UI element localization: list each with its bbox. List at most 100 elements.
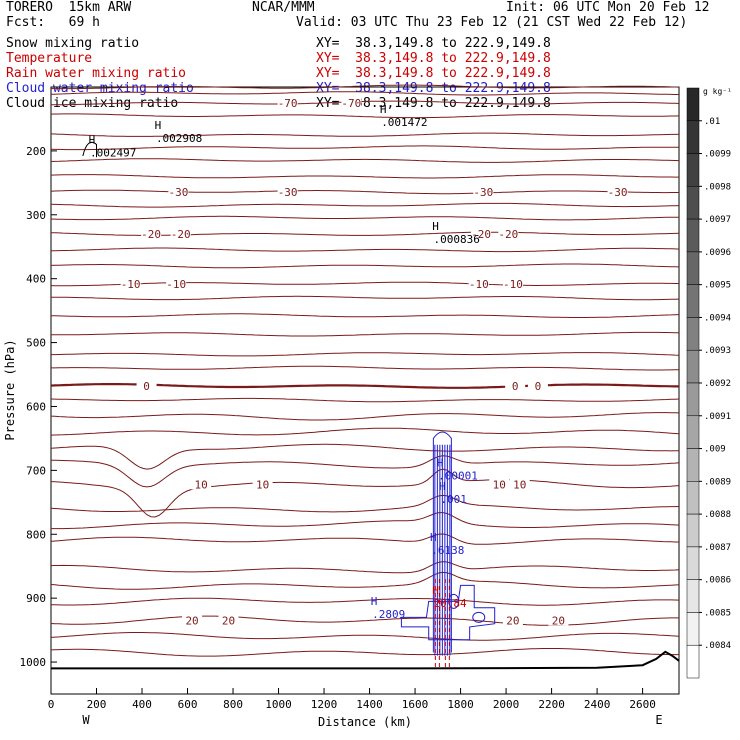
- isotherm-label-bg: [120, 277, 141, 289]
- x-tick-label: 2000: [493, 698, 520, 711]
- isotherm-label: 10: [513, 478, 526, 491]
- colorbar-label: .0086: [704, 576, 731, 586]
- colorbar-label: .0097: [704, 215, 731, 225]
- isotherm: [50, 313, 680, 318]
- max-marker: H: [439, 480, 446, 493]
- field-xy-temperature: XY= 38.3,149.8 to 222.9,149.8: [316, 51, 551, 66]
- isotherm-label: -10: [503, 278, 523, 291]
- isotherm-label: 10: [195, 478, 208, 491]
- field-xy-snow: XY= 38.3,149.8 to 222.9,149.8: [316, 36, 551, 51]
- isotherm: [50, 202, 680, 208]
- isotherm--30: [50, 189, 679, 195]
- isotherm: [51, 352, 680, 357]
- isotherm-label-bg: [218, 614, 239, 626]
- isotherm-label-bg: [136, 380, 157, 392]
- max-marker: H: [430, 531, 437, 544]
- cloud-water-base-contour: [400, 584, 496, 641]
- isotherm: [51, 331, 680, 337]
- colorbar: .01 .0099 .0098 .0097 .0096 .0095 .0094 .0093 .0…: [686, 87, 732, 679]
- max-marker: H: [432, 220, 439, 233]
- x-tick-label: 1600: [402, 698, 429, 711]
- colorbar-block: [686, 448, 700, 482]
- isotherm-label-bg: [502, 614, 523, 626]
- max-value-label: .2809: [372, 608, 405, 621]
- isotherm-label: 0: [143, 380, 150, 393]
- isotherm: [50, 648, 679, 657]
- isotherm-label: 10: [493, 478, 506, 491]
- forecast-hour: Fcst: 69 h: [6, 15, 100, 30]
- isotherm--10: [50, 281, 679, 287]
- colorbar-block: [686, 612, 700, 646]
- colorbar-label: .0098: [704, 182, 731, 192]
- isotherm-label: -20: [141, 228, 161, 241]
- colorbar-block: [686, 284, 700, 318]
- max-value-label: .000836: [434, 233, 480, 246]
- isotherm-label: -70: [341, 97, 361, 110]
- model-name: TORERO 15km ARW: [6, 0, 132, 15]
- isotherm-label-bg: [141, 227, 162, 239]
- field-name-cloud-ice: Cloud ice mixing ratio: [6, 96, 179, 111]
- x-tick-label: 800: [223, 698, 243, 711]
- x-tick-label: 1400: [356, 698, 383, 711]
- field-name-rain: Rain water mixing ratio: [6, 66, 187, 81]
- max-marker: H: [155, 119, 162, 132]
- organization: NCAR/MMM: [252, 0, 315, 15]
- isotherm-label: -30: [168, 186, 188, 199]
- isotherm-label-bg: [166, 277, 187, 289]
- isotherm: [51, 247, 680, 253]
- colorbar-label: .0087: [704, 543, 731, 553]
- colorbar-label: .0099: [704, 150, 731, 160]
- max-value-label: .001: [440, 493, 467, 506]
- isotherm-label-bg: [505, 380, 526, 392]
- isotherm: [50, 113, 680, 119]
- x-axis-label: Distance (km): [318, 715, 412, 729]
- max-value-label: .00001: [438, 469, 478, 482]
- x-tick-label: 600: [178, 698, 198, 711]
- isotherm: [50, 132, 680, 137]
- isotherm-layer: -70 -70 -30 -30 -30 -30 -20 -20 -20 -20 -10 -10 -10 -…: [50, 84, 680, 657]
- max-marker: H: [380, 103, 387, 116]
- colorbar-label: .0091: [704, 412, 731, 422]
- isotherm-label-bg: [509, 478, 530, 490]
- isotherm-label-bg: [341, 96, 362, 108]
- isotherm: [50, 397, 680, 403]
- isotherm: [50, 571, 680, 590]
- y-tick-label: 200: [26, 145, 46, 158]
- isotherm-label-bg: [277, 96, 298, 108]
- colorbar-label: .0094: [704, 313, 731, 323]
- y-tick-label: 500: [26, 337, 46, 350]
- colorbar-label: .0089: [704, 477, 731, 487]
- x-tick-label: 2200: [538, 698, 565, 711]
- x-tick-label: 2600: [629, 698, 656, 711]
- max-marker: H: [89, 134, 96, 147]
- isotherm: [50, 427, 680, 436]
- field-xy-rain: XY= 38.3,149.8 to 222.9,149.8: [316, 66, 551, 81]
- isotherm: [50, 597, 680, 606]
- isotherm-label: 20: [552, 615, 565, 628]
- colorbar-block: [686, 186, 700, 220]
- colorbar-block: [686, 513, 700, 548]
- y-tick-label: 600: [26, 400, 46, 413]
- valid-time: Valid: 03 UTC Thu 23 Feb 12 (21 CST Wed …: [296, 15, 688, 30]
- x-tick-label: 1000: [265, 698, 292, 711]
- x-tick-label: 400: [132, 698, 152, 711]
- isotherm: [50, 174, 679, 179]
- isotherm-label-bg: [473, 185, 494, 197]
- isotherm-label: -10: [121, 278, 141, 291]
- isotherm: [50, 215, 679, 221]
- isotherm-label: 20: [506, 615, 519, 628]
- axes-layer: 0 200 400 600 800 1000 1200 1400 1600 1800 2000 220…: [20, 145, 656, 711]
- plot-frame: [50, 86, 680, 695]
- isotherm-label-bg: [471, 227, 492, 239]
- isotherm-label-bg: [548, 614, 569, 626]
- max-marker: H: [371, 595, 378, 608]
- isotherm-label: -70: [278, 97, 298, 110]
- colorbar-label: .0085: [704, 608, 731, 618]
- isotherm-label-bg: [277, 185, 298, 197]
- y-tick-label: 300: [26, 209, 46, 222]
- isotherm-label: 10: [256, 478, 269, 491]
- x-tick-label: 0: [48, 698, 55, 711]
- max-marker: H: [437, 456, 444, 469]
- colorbar-block: [686, 251, 700, 285]
